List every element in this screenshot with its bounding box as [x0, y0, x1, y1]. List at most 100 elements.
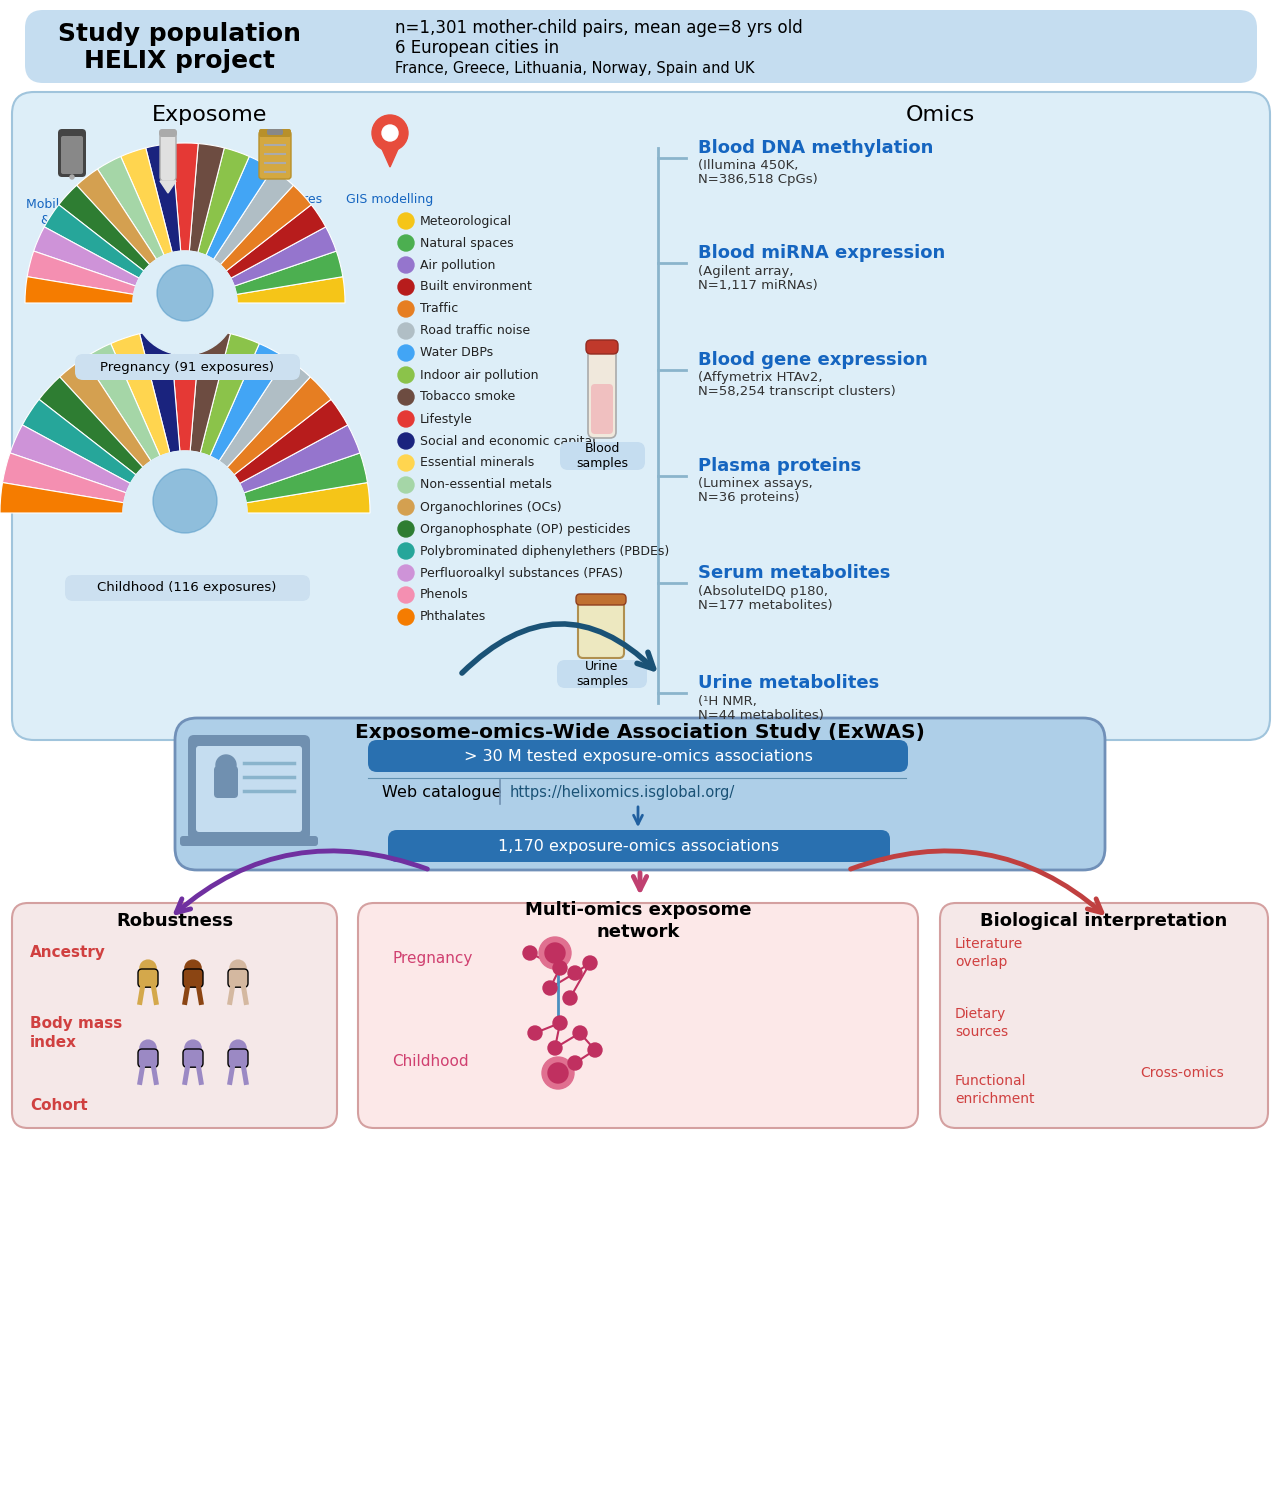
Text: Lifestyle: Lifestyle	[420, 412, 472, 425]
Wedge shape	[97, 156, 164, 259]
Circle shape	[398, 235, 413, 252]
Wedge shape	[33, 226, 140, 286]
Text: N=1,117 miRNAs): N=1,117 miRNAs)	[698, 279, 818, 292]
Circle shape	[398, 610, 413, 625]
Wedge shape	[214, 169, 293, 265]
Text: Biomonitoring: Biomonitoring	[124, 193, 212, 207]
Text: Built environment: Built environment	[420, 280, 532, 294]
Text: Air pollution: Air pollution	[420, 259, 495, 271]
FancyBboxPatch shape	[591, 383, 613, 434]
Text: Mobile devices
& sensors: Mobile devices & sensors	[26, 198, 119, 228]
Circle shape	[184, 1040, 201, 1056]
Circle shape	[184, 960, 201, 977]
Wedge shape	[0, 482, 124, 512]
Text: Childhood: Childhood	[392, 1055, 468, 1070]
Wedge shape	[189, 144, 224, 253]
Text: Questionnaires: Questionnaires	[228, 193, 323, 207]
Text: N=386,518 CpGs): N=386,518 CpGs)	[698, 174, 818, 186]
Circle shape	[541, 1058, 573, 1089]
Text: Phenols: Phenols	[420, 589, 468, 602]
Circle shape	[543, 981, 557, 995]
Wedge shape	[10, 425, 131, 493]
Circle shape	[398, 345, 413, 361]
Wedge shape	[170, 328, 200, 451]
FancyBboxPatch shape	[180, 836, 317, 846]
Text: GIS modelling: GIS modelling	[347, 193, 434, 207]
FancyBboxPatch shape	[588, 348, 616, 437]
Circle shape	[398, 587, 413, 604]
FancyBboxPatch shape	[138, 969, 157, 987]
Circle shape	[545, 944, 564, 963]
Wedge shape	[210, 343, 287, 461]
Wedge shape	[200, 334, 260, 457]
Text: Dietary
sources: Dietary sources	[955, 1007, 1009, 1038]
FancyBboxPatch shape	[369, 740, 908, 771]
Circle shape	[398, 258, 413, 273]
Polygon shape	[160, 181, 177, 193]
Circle shape	[157, 265, 212, 321]
Circle shape	[70, 175, 74, 178]
FancyBboxPatch shape	[183, 1049, 204, 1067]
Text: N=44 metabolites): N=44 metabolites)	[698, 709, 824, 722]
Wedge shape	[140, 328, 180, 452]
Circle shape	[398, 476, 413, 493]
FancyBboxPatch shape	[259, 129, 291, 136]
FancyBboxPatch shape	[561, 442, 645, 470]
FancyBboxPatch shape	[175, 718, 1105, 870]
Wedge shape	[206, 156, 273, 259]
FancyBboxPatch shape	[196, 746, 302, 831]
Wedge shape	[77, 169, 156, 265]
Text: Serum metabolites: Serum metabolites	[698, 565, 891, 583]
Text: Literature
overlap: Literature overlap	[955, 938, 1023, 969]
Circle shape	[398, 324, 413, 339]
Circle shape	[140, 960, 156, 977]
Text: Functional
enrichment: Functional enrichment	[955, 1074, 1034, 1106]
Circle shape	[524, 947, 538, 960]
Circle shape	[582, 956, 596, 971]
Text: N=36 proteins): N=36 proteins)	[698, 491, 800, 505]
FancyBboxPatch shape	[576, 595, 626, 605]
Wedge shape	[227, 377, 332, 475]
Wedge shape	[239, 425, 360, 493]
Polygon shape	[381, 148, 398, 166]
Text: (Luminex assays,: (Luminex assays,	[698, 478, 813, 490]
Text: Water DBPs: Water DBPs	[420, 346, 493, 360]
Text: Perfluoroalkyl substances (PFAS): Perfluoroalkyl substances (PFAS)	[420, 566, 623, 580]
Circle shape	[548, 1064, 568, 1083]
Circle shape	[548, 1041, 562, 1055]
Circle shape	[398, 565, 413, 581]
Text: Robustness: Robustness	[116, 912, 233, 930]
Text: Organophosphate (OP) pesticides: Organophosphate (OP) pesticides	[420, 523, 630, 535]
Text: (Illumina 450K,: (Illumina 450K,	[698, 159, 799, 172]
Wedge shape	[27, 252, 136, 295]
FancyBboxPatch shape	[188, 736, 310, 840]
FancyBboxPatch shape	[183, 969, 204, 987]
Text: (Agilent array,: (Agilent array,	[698, 265, 794, 277]
Circle shape	[398, 301, 413, 318]
Text: (¹H NMR,: (¹H NMR,	[698, 695, 756, 707]
Wedge shape	[220, 186, 311, 271]
Wedge shape	[246, 482, 370, 512]
Text: N=177 metabolites): N=177 metabolites)	[698, 599, 832, 611]
Text: Social and economic capital: Social and economic capital	[420, 434, 595, 448]
Circle shape	[398, 213, 413, 229]
Wedge shape	[3, 452, 127, 503]
Text: (Affymetrix HTAv2,: (Affymetrix HTAv2,	[698, 372, 823, 385]
Text: Cross-omics: Cross-omics	[1140, 1067, 1224, 1080]
Text: Exposome-omics-Wide Association Study (ExWAS): Exposome-omics-Wide Association Study (E…	[355, 722, 925, 742]
Text: France, Greece, Lithuania, Norway, Spain and UK: France, Greece, Lithuania, Norway, Spain…	[396, 60, 754, 75]
Circle shape	[553, 962, 567, 975]
Circle shape	[140, 1040, 156, 1056]
FancyBboxPatch shape	[138, 1049, 157, 1067]
FancyBboxPatch shape	[586, 340, 618, 354]
Circle shape	[568, 1056, 582, 1070]
Text: Body mass
index: Body mass index	[29, 1016, 123, 1050]
Text: Omics: Omics	[905, 105, 974, 124]
Wedge shape	[234, 252, 343, 295]
Text: Urine metabolites: Urine metabolites	[698, 674, 879, 692]
Text: Childhood (116 exposures): Childhood (116 exposures)	[97, 581, 276, 595]
Text: Exposome: Exposome	[152, 105, 268, 124]
Circle shape	[398, 499, 413, 515]
FancyBboxPatch shape	[159, 129, 177, 136]
Circle shape	[568, 966, 582, 980]
